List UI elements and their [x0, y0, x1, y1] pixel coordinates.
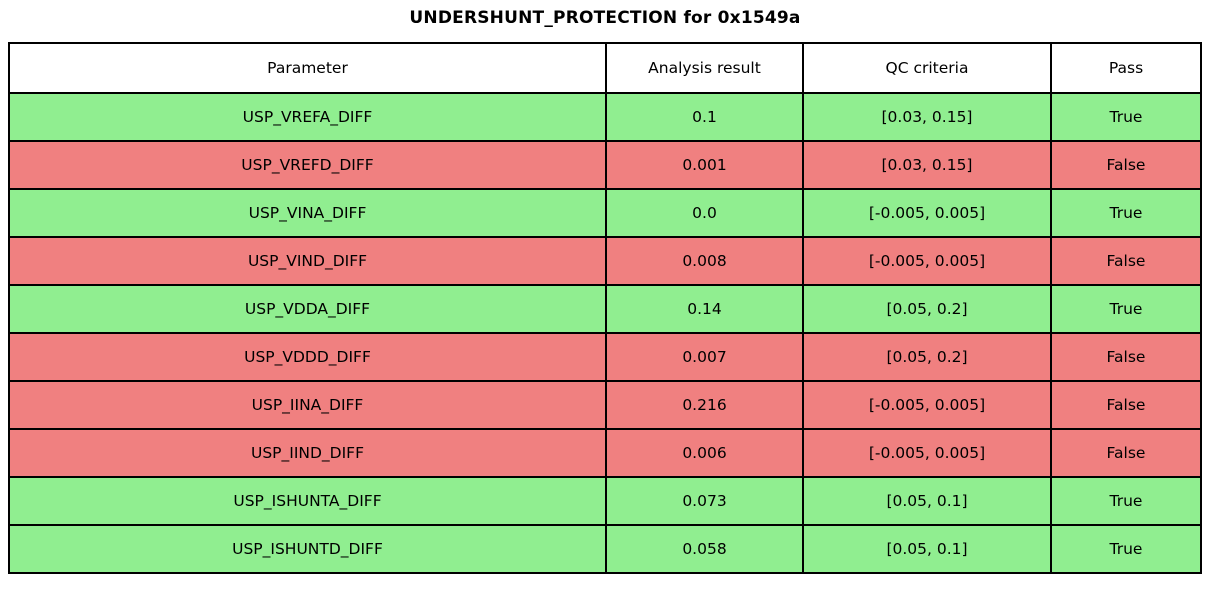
cell-qc-criteria: [0.05, 0.1]: [802, 476, 1052, 526]
cell-analysis-result: 0.073: [605, 476, 804, 526]
page-title: UNDERSHUNT_PROTECTION for 0x1549a: [409, 8, 801, 28]
cell-parameter: USP_VINA_DIFF: [8, 188, 607, 238]
cell-pass: False: [1050, 380, 1202, 430]
cell-parameter: USP_VDDD_DIFF: [8, 332, 607, 382]
cell-qc-criteria: [0.05, 0.2]: [802, 332, 1052, 382]
table-row: USP_VREFD_DIFF 0.001 [0.03, 0.15] False: [8, 140, 1202, 190]
cell-qc-criteria: [0.03, 0.15]: [802, 140, 1052, 190]
cell-qc-criteria: [0.03, 0.15]: [802, 92, 1052, 142]
column-header-qc-criteria: QC criteria: [802, 42, 1052, 94]
table-row: USP_ISHUNTA_DIFF 0.073 [0.05, 0.1] True: [8, 476, 1202, 526]
cell-analysis-result: 0.006: [605, 428, 804, 478]
cell-analysis-result: 0.0: [605, 188, 804, 238]
cell-parameter: USP_ISHUNTA_DIFF: [8, 476, 607, 526]
column-header-analysis-result: Analysis result: [605, 42, 804, 94]
qc-results-table: Parameter Analysis result QC criteria Pa…: [8, 42, 1202, 574]
column-header-parameter: Parameter: [8, 42, 607, 94]
table-row: USP_VINA_DIFF 0.0 [-0.005, 0.005] True: [8, 188, 1202, 238]
table-row: USP_IINA_DIFF 0.216 [-0.005, 0.005] False: [8, 380, 1202, 430]
cell-analysis-result: 0.058: [605, 524, 804, 574]
cell-pass: True: [1050, 188, 1202, 238]
cell-pass: True: [1050, 524, 1202, 574]
cell-qc-criteria: [-0.005, 0.005]: [802, 236, 1052, 286]
cell-analysis-result: 0.1: [605, 92, 804, 142]
column-header-pass: Pass: [1050, 42, 1202, 94]
cell-analysis-result: 0.216: [605, 380, 804, 430]
cell-qc-criteria: [-0.005, 0.005]: [802, 428, 1052, 478]
cell-parameter: USP_ISHUNTD_DIFF: [8, 524, 607, 574]
cell-parameter: USP_VREFD_DIFF: [8, 140, 607, 190]
cell-analysis-result: 0.007: [605, 332, 804, 382]
cell-pass: True: [1050, 476, 1202, 526]
table-row: USP_VDDA_DIFF 0.14 [0.05, 0.2] True: [8, 284, 1202, 334]
cell-analysis-result: 0.008: [605, 236, 804, 286]
table-row: USP_VDDD_DIFF 0.007 [0.05, 0.2] False: [8, 332, 1202, 382]
cell-parameter: USP_VDDA_DIFF: [8, 284, 607, 334]
table-header-row: Parameter Analysis result QC criteria Pa…: [8, 42, 1202, 94]
cell-analysis-result: 0.001: [605, 140, 804, 190]
table-body: USP_VREFA_DIFF 0.1 [0.03, 0.15] True USP_VRE…: [8, 92, 1202, 574]
cell-pass: False: [1050, 428, 1202, 478]
cell-parameter: USP_VIND_DIFF: [8, 236, 607, 286]
cell-qc-criteria: [-0.005, 0.005]: [802, 380, 1052, 430]
cell-parameter: USP_IIND_DIFF: [8, 428, 607, 478]
cell-qc-criteria: [-0.005, 0.005]: [802, 188, 1052, 238]
cell-pass: False: [1050, 332, 1202, 382]
table-row: USP_IIND_DIFF 0.006 [-0.005, 0.005] False: [8, 428, 1202, 478]
cell-analysis-result: 0.14: [605, 284, 804, 334]
table-row: USP_ISHUNTD_DIFF 0.058 [0.05, 0.1] True: [8, 524, 1202, 574]
cell-parameter: USP_IINA_DIFF: [8, 380, 607, 430]
cell-qc-criteria: [0.05, 0.2]: [802, 284, 1052, 334]
cell-pass: False: [1050, 236, 1202, 286]
table-row: USP_VREFA_DIFF 0.1 [0.03, 0.15] True: [8, 92, 1202, 142]
cell-pass: True: [1050, 284, 1202, 334]
cell-pass: True: [1050, 92, 1202, 142]
cell-parameter: USP_VREFA_DIFF: [8, 92, 607, 142]
table-row: USP_VIND_DIFF 0.008 [-0.005, 0.005] False: [8, 236, 1202, 286]
cell-pass: False: [1050, 140, 1202, 190]
cell-qc-criteria: [0.05, 0.1]: [802, 524, 1052, 574]
